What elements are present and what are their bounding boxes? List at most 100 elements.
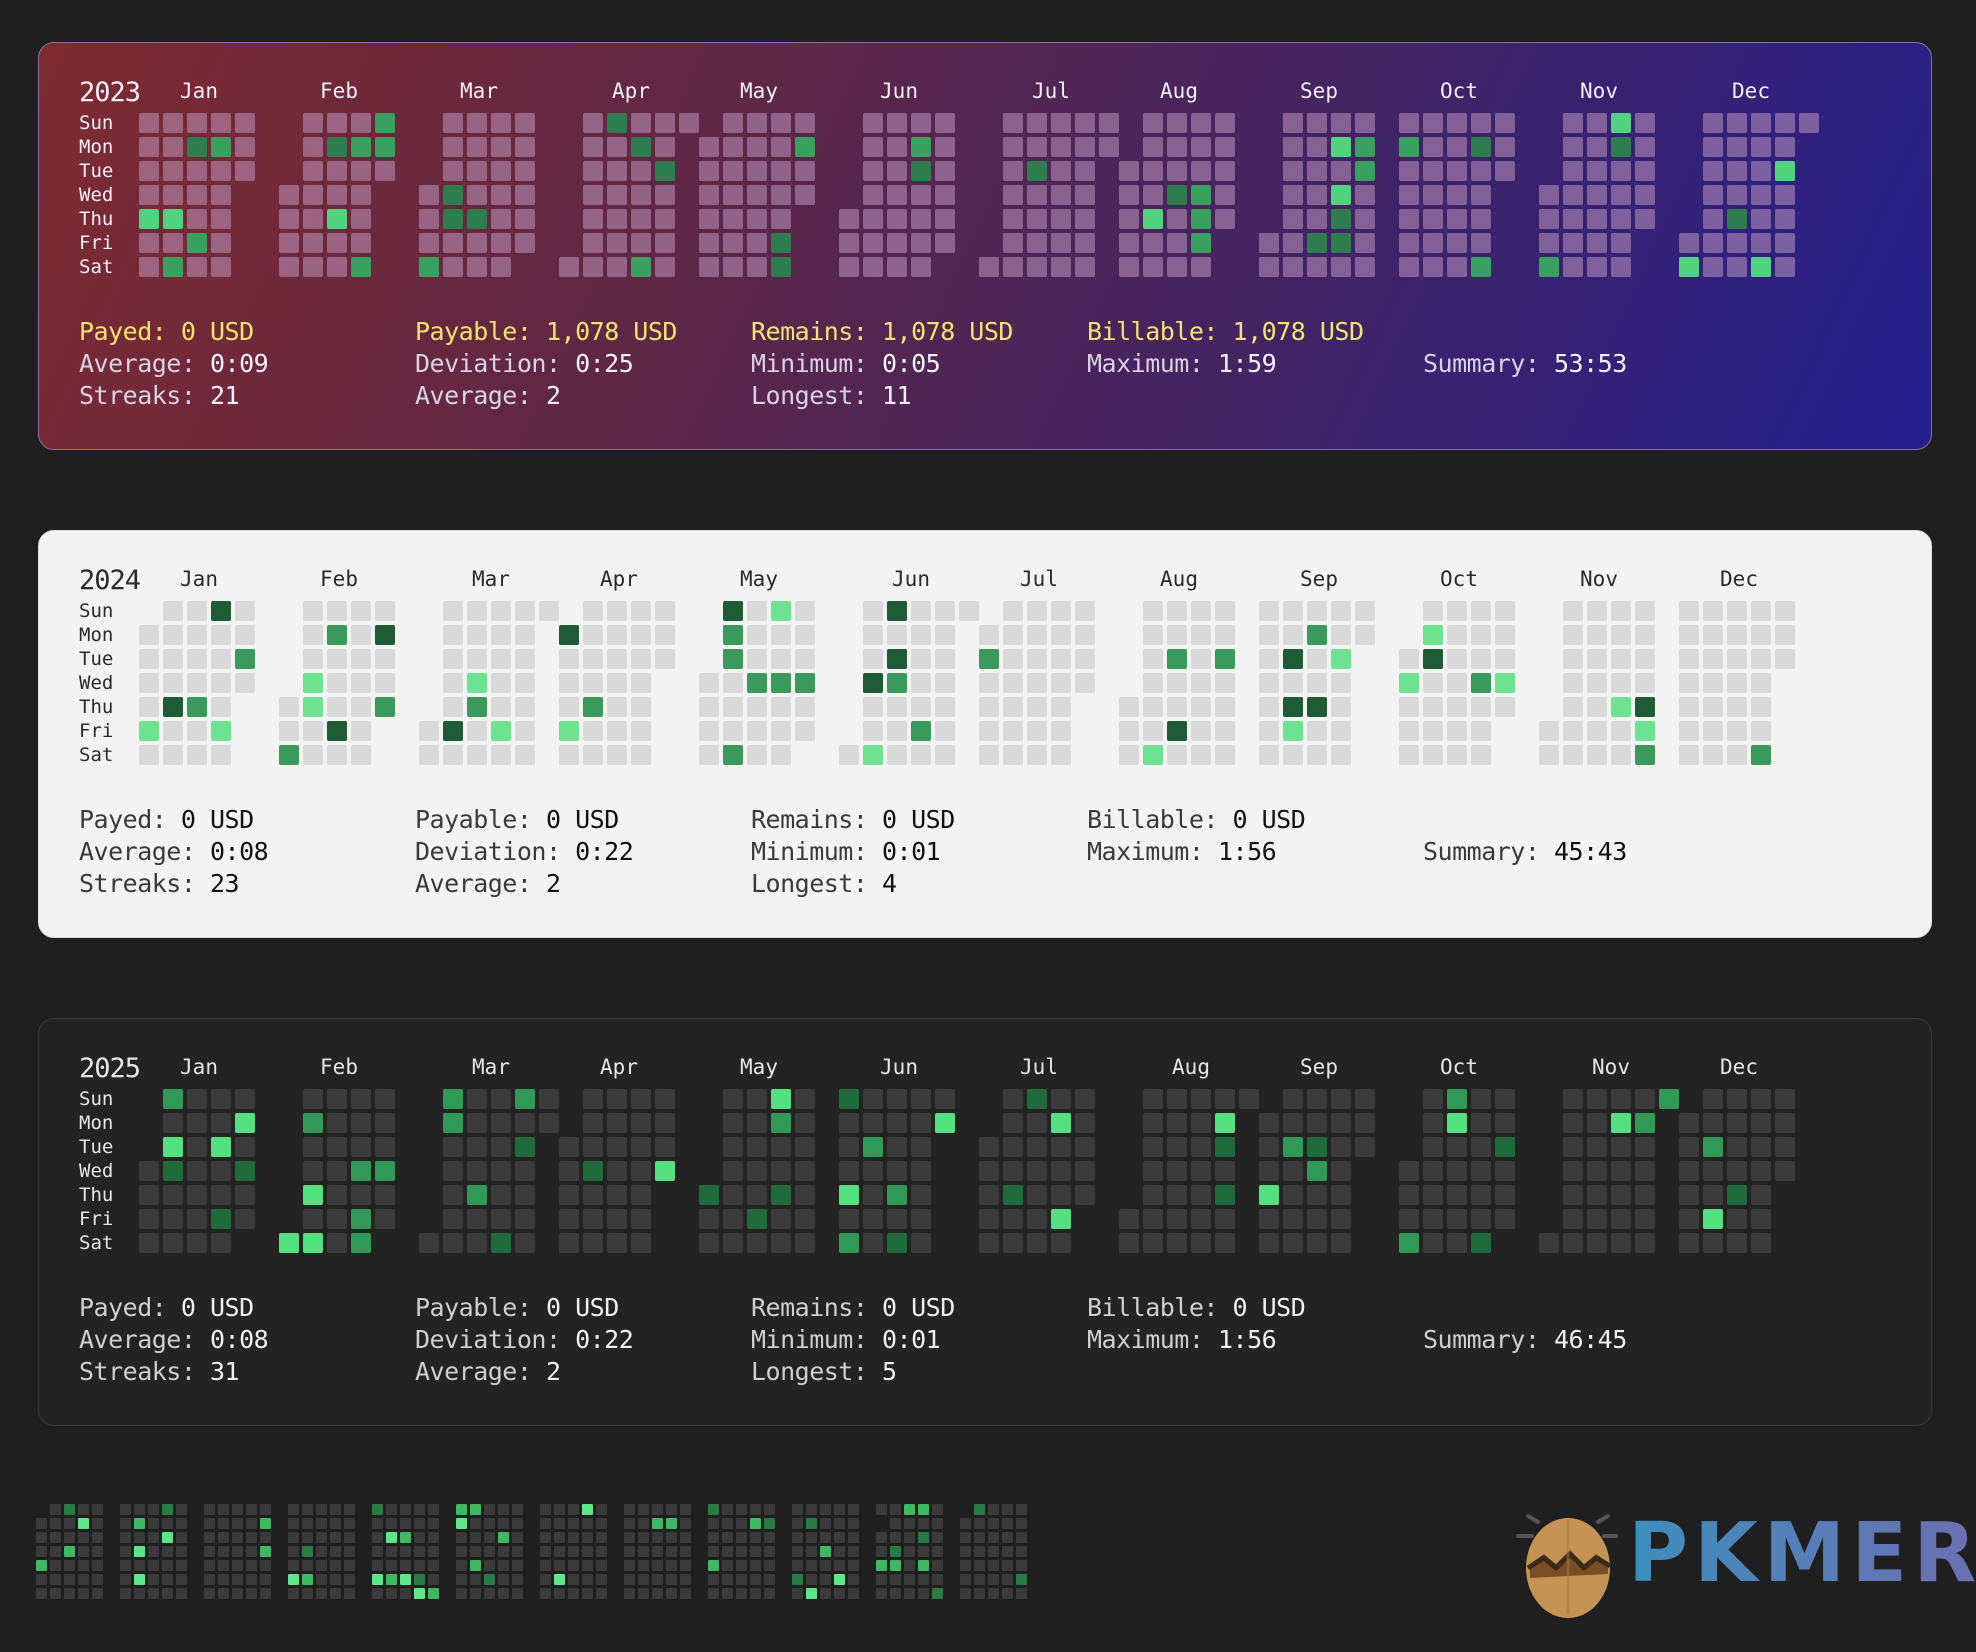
day-cell[interactable] — [839, 1089, 859, 1109]
day-cell[interactable] — [1307, 625, 1327, 645]
day-cell[interactable] — [163, 1089, 183, 1109]
day-cell[interactable] — [1727, 137, 1747, 157]
day-cell[interactable] — [1775, 233, 1795, 253]
day-cell[interactable] — [723, 1089, 743, 1109]
day-cell[interactable] — [1495, 1089, 1515, 1109]
day-cell[interactable] — [1331, 697, 1351, 717]
day-cell[interactable] — [1027, 1137, 1047, 1157]
day-cell[interactable] — [655, 257, 675, 277]
day-cell[interactable] — [467, 257, 487, 277]
day-cell[interactable] — [607, 209, 627, 229]
day-cell[interactable] — [795, 137, 815, 157]
day-cell[interactable] — [631, 601, 651, 621]
day-cell[interactable] — [211, 209, 231, 229]
day-cell[interactable] — [1563, 233, 1583, 253]
day-cell[interactable] — [1075, 257, 1095, 277]
day-cell[interactable] — [771, 625, 791, 645]
day-cell[interactable] — [1027, 1233, 1047, 1253]
day-cell[interactable] — [863, 721, 883, 741]
day-cell[interactable] — [1587, 257, 1607, 277]
day-cell[interactable] — [1003, 1161, 1023, 1181]
day-cell[interactable] — [1191, 1137, 1211, 1157]
day-cell[interactable] — [1307, 185, 1327, 205]
day-cell[interactable] — [699, 1233, 719, 1253]
day-cell[interactable] — [1259, 673, 1279, 693]
day-cell[interactable] — [303, 1089, 323, 1109]
day-cell[interactable] — [515, 721, 535, 741]
day-cell[interactable] — [1703, 1161, 1723, 1181]
day-cell[interactable] — [1191, 745, 1211, 765]
day-cell[interactable] — [327, 113, 347, 133]
day-cell[interactable] — [443, 1185, 463, 1205]
day-cell[interactable] — [211, 625, 231, 645]
day-cell[interactable] — [631, 625, 651, 645]
day-cell[interactable] — [1495, 1161, 1515, 1181]
day-cell[interactable] — [1355, 113, 1375, 133]
day-cell[interactable] — [1751, 697, 1771, 717]
day-cell[interactable] — [1703, 721, 1723, 741]
day-cell[interactable] — [375, 1113, 395, 1133]
day-cell[interactable] — [1727, 161, 1747, 181]
day-cell[interactable] — [491, 137, 511, 157]
day-cell[interactable] — [631, 113, 651, 133]
day-cell[interactable] — [1143, 1089, 1163, 1109]
day-cell[interactable] — [935, 1113, 955, 1133]
day-cell[interactable] — [839, 1185, 859, 1205]
day-cell[interactable] — [1143, 721, 1163, 741]
day-cell[interactable] — [1051, 697, 1071, 717]
day-cell[interactable] — [747, 673, 767, 693]
day-cell[interactable] — [1143, 745, 1163, 765]
day-cell[interactable] — [863, 1185, 883, 1205]
day-cell[interactable] — [327, 1209, 347, 1229]
day-cell[interactable] — [163, 649, 183, 669]
day-cell[interactable] — [1703, 233, 1723, 253]
day-cell[interactable] — [887, 649, 907, 669]
day-cell[interactable] — [1167, 1113, 1187, 1133]
day-cell[interactable] — [583, 113, 603, 133]
day-cell[interactable] — [1051, 601, 1071, 621]
day-cell[interactable] — [1307, 161, 1327, 181]
day-cell[interactable] — [1727, 1137, 1747, 1157]
day-cell[interactable] — [723, 161, 743, 181]
day-cell[interactable] — [583, 209, 603, 229]
day-cell[interactable] — [1587, 1161, 1607, 1181]
day-cell[interactable] — [491, 601, 511, 621]
day-cell[interactable] — [1703, 1113, 1723, 1133]
day-cell[interactable] — [1471, 1185, 1491, 1205]
day-cell[interactable] — [1167, 1161, 1187, 1181]
day-cell[interactable] — [771, 1161, 791, 1181]
day-cell[interactable] — [1355, 185, 1375, 205]
day-cell[interactable] — [1423, 1161, 1443, 1181]
day-cell[interactable] — [607, 649, 627, 669]
day-cell[interactable] — [1727, 673, 1747, 693]
day-cell[interactable] — [1331, 1137, 1351, 1157]
day-cell[interactable] — [839, 1161, 859, 1181]
day-cell[interactable] — [1635, 1089, 1655, 1109]
day-cell[interactable] — [1635, 113, 1655, 133]
day-cell[interactable] — [303, 625, 323, 645]
day-cell[interactable] — [1075, 233, 1095, 253]
day-cell[interactable] — [723, 649, 743, 669]
day-cell[interactable] — [327, 185, 347, 205]
day-cell[interactable] — [795, 1233, 815, 1253]
day-cell[interactable] — [1307, 257, 1327, 277]
day-cell[interactable] — [1447, 257, 1467, 277]
day-cell[interactable] — [1399, 1185, 1419, 1205]
day-cell[interactable] — [515, 649, 535, 669]
day-cell[interactable] — [1027, 721, 1047, 741]
day-cell[interactable] — [771, 745, 791, 765]
day-cell[interactable] — [1027, 697, 1047, 717]
day-cell[interactable] — [1495, 1209, 1515, 1229]
day-cell[interactable] — [1167, 673, 1187, 693]
day-cell[interactable] — [655, 1137, 675, 1157]
day-cell[interactable] — [631, 161, 651, 181]
day-cell[interactable] — [327, 161, 347, 181]
day-cell[interactable] — [583, 1161, 603, 1181]
day-cell[interactable] — [467, 137, 487, 157]
day-cell[interactable] — [211, 673, 231, 693]
day-cell[interactable] — [235, 1137, 255, 1157]
day-cell[interactable] — [911, 1137, 931, 1157]
day-cell[interactable] — [1283, 697, 1303, 717]
day-cell[interactable] — [935, 649, 955, 669]
day-cell[interactable] — [1399, 233, 1419, 253]
